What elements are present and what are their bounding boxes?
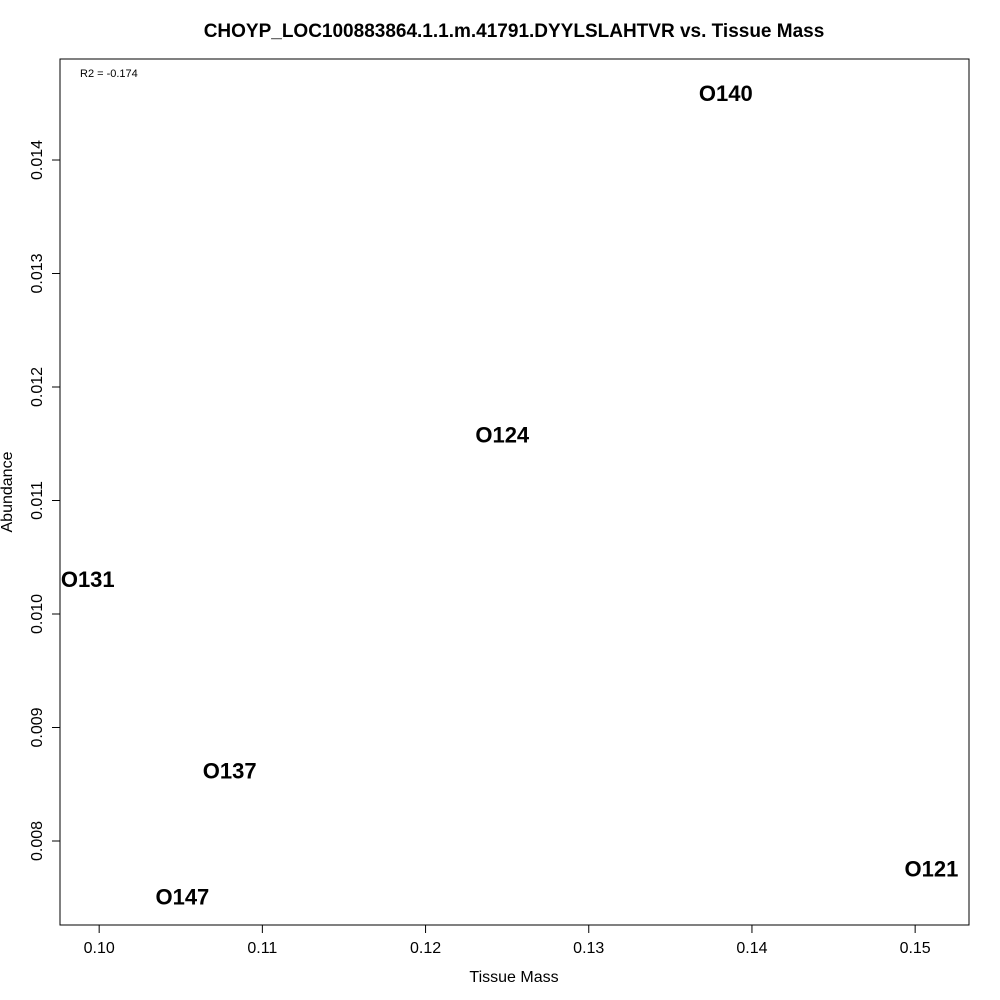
point-label: O131: [61, 567, 115, 592]
point-label: O147: [155, 885, 209, 910]
y-tick-label: 0.010: [29, 594, 46, 634]
y-axis-label: Abundance: [0, 451, 16, 532]
y-tick-label: 0.008: [29, 821, 46, 861]
x-tick-label: 0.14: [736, 940, 767, 957]
point-label: O121: [905, 856, 959, 881]
x-tick-label: 0.10: [84, 940, 115, 957]
chart-title: CHOYP_LOC100883864.1.1.m.41791.DYYLSLAHT…: [204, 21, 825, 42]
y-tick-label: 0.013: [29, 253, 46, 293]
point-label: O124: [475, 423, 530, 448]
y-tick-label: 0.012: [29, 367, 46, 407]
data-points: O140 O124 O131 O137 O147 O121: [61, 81, 959, 910]
x-tick-label: 0.12: [410, 940, 441, 957]
y-axis: 0.008 0.009 0.010 0.011 0.012 0.013 0.014: [29, 140, 61, 861]
x-tick-label: 0.13: [573, 940, 604, 957]
r2-annotation: R2 = -0.174: [80, 68, 138, 80]
x-tick-label: 0.15: [900, 940, 931, 957]
x-axis-label: Tissue Mass: [469, 969, 558, 986]
plot-frame: [59, 58, 970, 926]
y-tick-label: 0.014: [29, 140, 46, 180]
y-tick-label: 0.009: [29, 707, 46, 747]
point-label: O140: [699, 81, 753, 106]
x-axis: 0.10 0.11 0.12 0.13 0.14 0.15: [84, 924, 931, 957]
point-label: O137: [203, 759, 257, 784]
y-tick-label: 0.011: [29, 481, 46, 520]
x-tick-label: 0.11: [247, 940, 277, 957]
